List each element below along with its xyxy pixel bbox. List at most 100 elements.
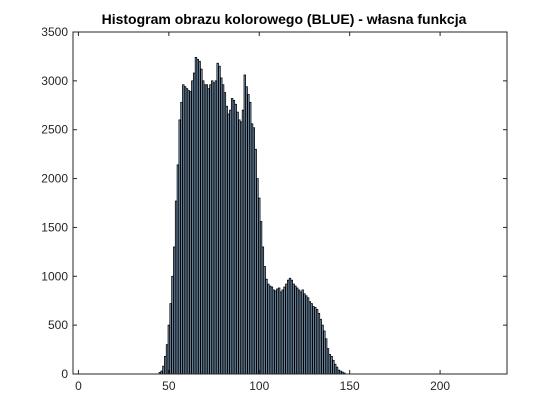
histogram-bar [310,303,313,375]
y-tick-label: 3500 [41,25,68,39]
histogram-bar [198,60,201,375]
chart-title: Histogram obrazu kolorowego (BLUE) - wła… [102,11,467,27]
histogram-bar [296,287,299,375]
histogram-bar [200,68,203,375]
histogram-bar [178,119,181,375]
y-tick-label: 500 [48,318,68,332]
histogram-bar [281,289,284,375]
x-tick-label: 50 [162,379,176,393]
histogram-bar [230,98,234,375]
histogram-bar [240,121,243,375]
histogram-bar [274,290,277,375]
histogram-bar [290,279,293,375]
histogram-bar [229,109,232,375]
histogram-bar [308,301,312,375]
histogram-bar [212,82,216,375]
histogram-bar [165,344,169,375]
histogram-bar [167,324,171,375]
histogram-bar [321,324,324,375]
histogram-bar [247,94,250,375]
plot-area-frame [72,31,508,375]
histogram-bar [189,91,192,375]
histogram-bar [259,221,263,375]
histogram-bar [250,123,254,375]
histogram-bar [261,246,265,375]
x-tick-label: 150 [340,379,360,393]
histogram-bar [243,74,246,375]
histogram-bar [332,359,335,375]
histogram-bar [334,363,337,375]
histogram-bar [254,148,257,375]
histogram-bar [252,127,255,375]
histogram-bar [287,279,290,375]
y-tick-label: 1500 [41,220,68,234]
histogram-bar [238,119,241,375]
histogram-bar [164,356,167,375]
histogram-bar [196,58,199,375]
histogram-bar [268,285,272,375]
histogram-bar [245,86,248,375]
histogram-bar [337,369,340,375]
histogram-bar [283,286,286,375]
histogram-bar [263,266,266,375]
histogram-bar [270,286,274,375]
histogram-bar [288,277,292,375]
histogram-bar [221,84,225,375]
histogram-bar [202,80,205,375]
histogram-bar [223,92,227,375]
histogram-bar [285,283,288,375]
histogram-bar [232,100,236,375]
histogram-bar [294,285,297,375]
histogram-bar [324,338,328,375]
histogram-bar [214,80,218,375]
histogram-bar [194,57,198,375]
histogram-bar [205,84,208,375]
histogram-bar [249,101,252,375]
histogram-bar [317,313,321,375]
y-tick-label: 2500 [41,123,68,137]
histogram-bar [292,283,295,375]
histogram-bar [191,80,194,375]
bars-group [158,57,346,375]
histogram-bar [216,62,219,375]
histogram-bar [171,275,174,375]
histogram-bar [174,200,178,375]
histogram-bar [279,291,283,375]
y-tick-label: 1000 [41,269,68,283]
x-tick-label: 200 [430,379,450,393]
histogram-bar [256,178,259,375]
histogram-bar [218,65,221,375]
histogram-bar [305,295,308,375]
histogram-bar [299,291,303,375]
histogram-bar [306,297,310,375]
histogram-bar [272,289,275,375]
histogram-bar [220,77,223,375]
y-tick-label: 3000 [41,74,68,88]
histogram-bar [207,88,210,375]
histogram-bar [258,197,261,375]
histogram-bar [182,84,185,375]
histogram-bar [227,113,230,375]
histogram-bar [211,80,214,375]
x-tick-label: 100 [249,379,269,393]
histogram-bar [169,303,172,375]
histogram-bar [328,354,331,375]
y-tick-label: 0 [61,367,68,381]
x-tick-label: 0 [75,379,82,393]
histogram-bar [236,111,239,375]
histogram-bar [323,330,326,375]
histogram-bar [185,88,189,375]
histogram-bar [241,109,245,375]
histogram-bar [162,365,165,375]
histogram-bar [326,348,330,375]
x-axis: 0 50 100 150 200 [75,32,450,393]
histogram-bar [312,306,315,375]
histogram-bar [297,289,301,375]
y-axis: 0 500 1000 1500 2000 2500 3000 3500 [41,25,507,381]
y-tick-label: 2000 [41,172,68,186]
histogram-bar [277,287,281,375]
histogram-bar [319,318,322,375]
histogram-bar [303,293,306,375]
histogram-bar [187,90,190,375]
